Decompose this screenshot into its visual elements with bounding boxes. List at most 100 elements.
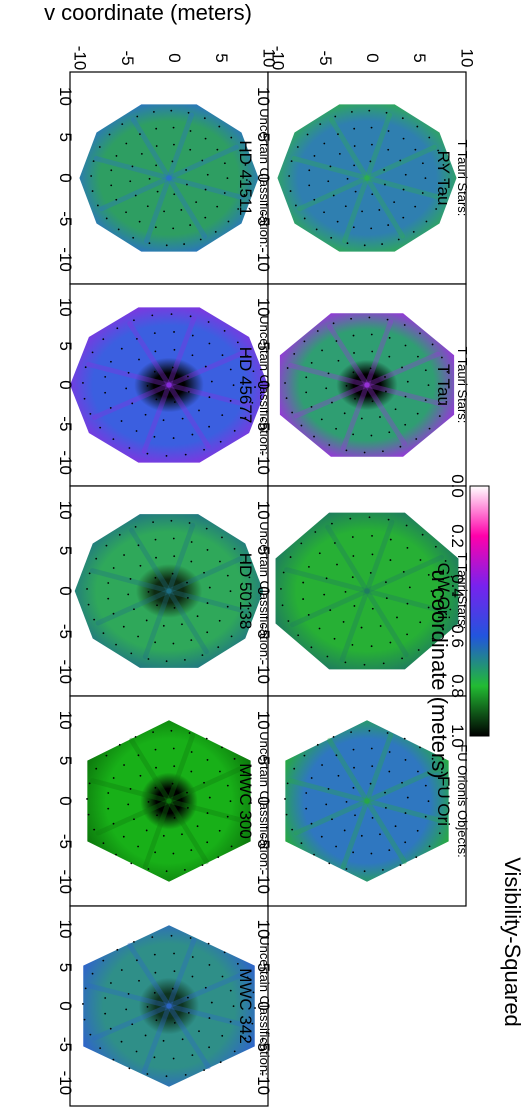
uv-sample-dot <box>191 354 194 357</box>
uv-sample-dot <box>370 126 373 129</box>
uv-sample-dot <box>232 1005 235 1008</box>
u-tick-label: 0 <box>254 586 273 595</box>
uv-sample-dot <box>109 1027 112 1030</box>
uv-sample-dot <box>154 786 157 789</box>
texture-streak <box>89 778 172 804</box>
uv-sample-dot <box>112 1058 115 1061</box>
uv-sample-dot <box>305 807 308 810</box>
uv-sample-dot <box>133 818 135 821</box>
uv-sample-dot <box>303 340 306 343</box>
uv-sample-dot <box>190 560 193 563</box>
uv-sample-dot <box>102 632 105 635</box>
visibility-map <box>79 104 259 252</box>
panel: Uncertain Classification:HD 45677 <box>69 283 272 487</box>
uv-sample-dot <box>118 743 121 746</box>
visibility-map <box>70 307 268 463</box>
texture-streak <box>129 527 172 594</box>
uv-sample-dot <box>190 849 193 851</box>
uv-sample-dot <box>352 226 355 229</box>
uv-sample-dot <box>308 169 311 172</box>
uv-sample-dot <box>139 564 142 567</box>
uv-sample-dot <box>229 368 232 371</box>
uv-sample-dot <box>140 152 143 155</box>
uv-sample-dot <box>406 796 409 799</box>
uv-sample-dot <box>112 777 115 779</box>
texture-streak <box>166 382 252 408</box>
uv-sample-dot <box>281 604 284 607</box>
panel-object-name: FU Ori <box>434 776 453 826</box>
uv-sample-dot <box>107 792 110 794</box>
uv-sample-dot <box>290 160 293 163</box>
uv-sample-dot <box>315 228 318 231</box>
uv-sample-dot <box>446 370 449 373</box>
texture-streak <box>340 798 370 870</box>
u-tick-label: 5 <box>254 963 273 972</box>
u-tick-label: -10 <box>56 450 75 475</box>
texture-streak <box>293 382 370 419</box>
uv-sample-dot <box>402 216 405 219</box>
uv-sample-dot <box>153 991 156 994</box>
uv-sample-dot <box>191 433 194 436</box>
uv-sample-dot <box>441 193 444 196</box>
uv-sample-dot <box>335 427 337 430</box>
uv-sample-dot <box>125 211 127 214</box>
uv-sample-dot <box>219 560 221 563</box>
visibility-map <box>277 104 457 252</box>
texture-streak <box>287 362 370 388</box>
uv-sample-dot <box>387 518 390 521</box>
uv-sample-dot <box>203 448 205 451</box>
uv-sample-dot <box>440 356 443 359</box>
uv-sample-dot <box>305 391 308 394</box>
u-tick-label: -10 <box>56 869 75 894</box>
uv-sample-dot <box>300 842 303 845</box>
v-tick-label: 10 <box>259 49 278 68</box>
uv-sample-dot <box>450 575 453 578</box>
texture-streak <box>328 117 370 181</box>
uv-sample-dot <box>370 747 373 750</box>
u-tick-label: 10 <box>254 501 273 520</box>
uv-sample-dot <box>406 546 409 549</box>
uv-sample-dot <box>171 572 174 575</box>
uv-sample-dot <box>313 435 315 438</box>
uv-sample-dot <box>369 571 372 574</box>
uv-sample-dot <box>444 560 447 562</box>
uv-sample-dot <box>296 146 299 148</box>
uv-sample-dot <box>203 117 206 120</box>
uv-sample-dot <box>201 864 204 867</box>
uv-sample-dot <box>431 757 434 760</box>
u-tick-label: -10 <box>254 869 273 894</box>
uv-sample-dot <box>173 952 175 955</box>
uv-sample-dot <box>147 800 150 803</box>
texture-streak <box>142 798 172 870</box>
uv-sample-dot <box>239 149 242 152</box>
uv-sample-dot <box>350 317 352 320</box>
uv-sample-dot <box>112 822 115 825</box>
uv-sample-dot <box>187 111 190 114</box>
uv-sample-dot <box>203 781 205 784</box>
colorbar-tick-label: 0.0 <box>448 474 467 498</box>
uv-sample-dot <box>401 117 404 120</box>
uv-sample-dot <box>323 211 325 214</box>
uv-sample-dot <box>170 109 173 112</box>
texture-streak <box>327 737 370 804</box>
uv-sample-dot <box>345 800 348 803</box>
texture-streak <box>166 937 197 1009</box>
u-tick-label: 0 <box>254 380 273 389</box>
uv-sample-dot <box>244 1037 247 1040</box>
uv-sample-dot <box>402 188 405 191</box>
texture-streak <box>290 588 370 628</box>
uv-sample-dot <box>308 565 310 568</box>
visibility-map <box>83 925 255 1087</box>
uv-sample-dot <box>452 592 454 595</box>
uv-sample-dot <box>181 623 183 626</box>
texture-streak <box>129 737 172 804</box>
uv-sample-dot <box>206 812 209 814</box>
uv-sample-dot <box>388 355 391 358</box>
uv-sample-dot <box>223 162 226 165</box>
uv-sample-dot <box>371 607 374 610</box>
uv-sample-dot <box>424 177 427 180</box>
uv-sample-dot <box>388 751 391 753</box>
uv-sample-dot <box>437 149 440 152</box>
uv-sample-dot <box>360 834 363 837</box>
